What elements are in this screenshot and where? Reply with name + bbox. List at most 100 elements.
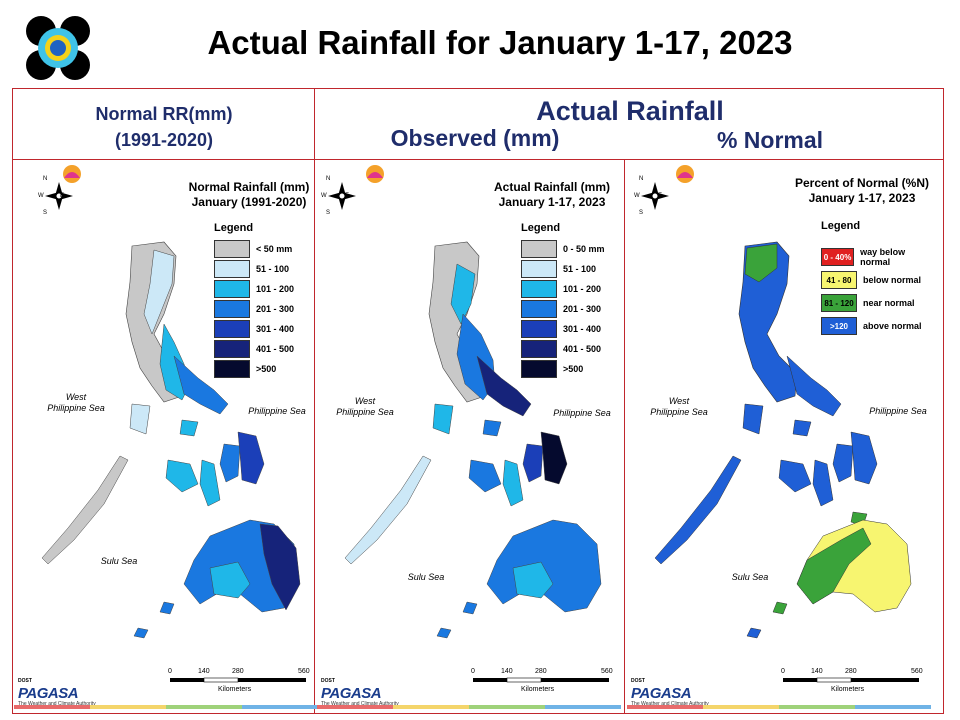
actual-rainfall-header: Actual Rainfall xyxy=(536,96,724,126)
compass-rose-icon xyxy=(641,182,669,210)
pagasa-subtitle: The Weather and Climate Authority xyxy=(18,701,96,707)
footer-colorbar-2 xyxy=(90,705,166,709)
pagasa-logo xyxy=(676,165,694,183)
scale-tick-280: 280 xyxy=(232,668,244,675)
legend-item: 401 - 500 xyxy=(521,340,601,358)
legend-label: 201 - 300 xyxy=(563,304,602,314)
sulu-sea-label: Sulu Sea xyxy=(731,572,769,582)
normal-header-line2: (1991-2020) xyxy=(114,130,214,150)
legend-item: 301 - 400 xyxy=(521,320,601,338)
legend-label: below normal xyxy=(863,275,922,285)
legend-swatch: >120 xyxy=(821,317,857,335)
compass-w-label: W xyxy=(321,193,327,199)
footer-colorbar-3 xyxy=(166,705,242,709)
map-title-line2: January (1991-2020) xyxy=(191,195,307,209)
legend-item: 101 - 200 xyxy=(214,280,294,298)
legend-label: way below normal xyxy=(860,247,906,267)
map-title-line1: Normal Rainfall (mm) xyxy=(188,180,310,194)
pagasa-subtitle: The Weather and Climate Authority xyxy=(631,701,709,707)
sulu-sea-label: Sulu Sea xyxy=(407,572,445,582)
legend-swatch xyxy=(521,260,557,278)
legend-swatch xyxy=(521,300,557,318)
scale-bar xyxy=(170,677,306,683)
legend-swatch xyxy=(214,260,250,278)
legend-item: 0 - 40% way below normal xyxy=(821,247,931,267)
legend-label: 301 - 400 xyxy=(563,324,602,334)
footer-colorbar-2 xyxy=(703,705,779,709)
legend-label: 51 - 100 xyxy=(563,264,597,274)
legend-swatch: 0 - 40% xyxy=(821,248,855,266)
legend-item: 401 - 500 xyxy=(214,340,294,358)
compass-s-label: S xyxy=(43,210,48,216)
legend-swatch xyxy=(521,280,557,298)
legend-item: 0 - 50 mm xyxy=(521,240,605,258)
compass-rose-icon xyxy=(45,182,73,210)
pagasa-wordmark: PAGASA xyxy=(321,685,382,702)
legend-swatch: 41 - 80 xyxy=(821,271,857,289)
legend-swatch xyxy=(521,240,557,258)
west-philippine-sea-label: West Philippine Sea xyxy=(47,392,105,413)
philippine-sea-label: Philippine Sea xyxy=(553,408,611,418)
dost-label: DOST xyxy=(321,678,335,684)
legend-label: 301 - 400 xyxy=(256,324,295,334)
legend-swatch xyxy=(214,240,250,258)
footer-colorbar xyxy=(627,705,703,709)
pagasa-seal-logo xyxy=(26,16,90,80)
map-title-line2: January 1-17, 2023 xyxy=(808,191,916,205)
scale-tick-560: 560 xyxy=(601,668,613,675)
scale-tick-0: 0 xyxy=(168,668,172,675)
footer-colorbar xyxy=(317,705,393,709)
header-divider xyxy=(12,159,944,160)
column-divider-2 xyxy=(624,159,625,714)
compass-s-label: S xyxy=(326,210,331,216)
scale-tick-280: 280 xyxy=(535,668,547,675)
philippine-sea-label: Philippine Sea xyxy=(869,406,927,416)
legend-label: 101 - 200 xyxy=(256,284,295,294)
legend-label: 0 - 50 mm xyxy=(563,244,605,254)
footer-colorbar-2 xyxy=(393,705,469,709)
pagasa-subtitle: The Weather and Climate Authority xyxy=(321,701,399,707)
scale-tick-140: 140 xyxy=(501,668,513,675)
legend-swatch xyxy=(214,300,250,318)
scale-unit: Kilometers xyxy=(831,686,865,693)
scale-tick-560: 560 xyxy=(298,668,310,675)
scale-tick-0: 0 xyxy=(781,668,785,675)
pagasa-logo xyxy=(63,165,81,183)
scale-tick-0: 0 xyxy=(471,668,475,675)
compass-w-label: W xyxy=(634,193,640,199)
observed-header: Observed (mm) xyxy=(390,125,560,151)
compass-e-label: E xyxy=(658,193,663,199)
west-philippine-sea-label: West Philippine Sea xyxy=(336,396,394,417)
footer-colorbar-3 xyxy=(469,705,545,709)
compass-rose-icon xyxy=(328,182,356,210)
footer-colorbar-4 xyxy=(545,705,621,709)
legend-label: near normal xyxy=(863,298,915,308)
legend-label: >500 xyxy=(563,364,584,374)
legend-label: 201 - 300 xyxy=(256,304,295,314)
pagasa-wordmark: PAGASA xyxy=(631,685,692,702)
footer-colorbar-3 xyxy=(779,705,855,709)
map-title-line2: January 1-17, 2023 xyxy=(498,195,606,209)
philippine-sea-label: Philippine Sea xyxy=(248,406,306,416)
legend-item: 51 - 100 xyxy=(521,260,596,278)
legend-item: 101 - 200 xyxy=(521,280,601,298)
layout-frame xyxy=(12,88,944,714)
legend-item: 41 - 80 below normal xyxy=(821,271,921,289)
legend-swatch xyxy=(214,360,250,378)
legend-swatch xyxy=(214,280,250,298)
legend-item: >120 above normal xyxy=(821,317,922,335)
legend-item: 51 - 100 xyxy=(214,260,289,278)
sulu-sea-label: Sulu Sea xyxy=(100,556,138,566)
legend-swatch: 81 - 120 xyxy=(821,294,857,312)
legend-swatch xyxy=(521,360,557,378)
normal-rainfall-map xyxy=(41,182,306,683)
footer-colorbar xyxy=(14,705,90,709)
compass-n-label: N xyxy=(43,176,48,182)
compass-n-label: N xyxy=(639,176,644,182)
legend-item: 201 - 300 xyxy=(521,300,601,318)
legend-item: 81 - 120 near normal xyxy=(821,294,915,312)
map-title-line1: Percent of Normal (%N) xyxy=(794,176,930,190)
scale-unit: Kilometers xyxy=(521,686,555,693)
scale-bar xyxy=(783,677,919,683)
compass-e-label: E xyxy=(60,193,65,199)
